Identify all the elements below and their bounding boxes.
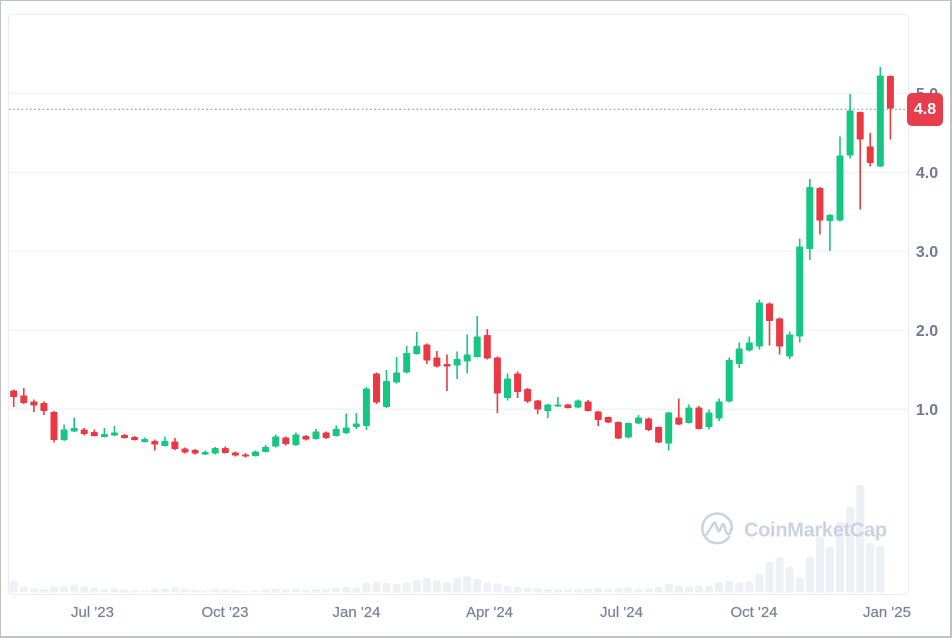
svg-text:CoinMarketCap: CoinMarketCap <box>744 520 887 542</box>
